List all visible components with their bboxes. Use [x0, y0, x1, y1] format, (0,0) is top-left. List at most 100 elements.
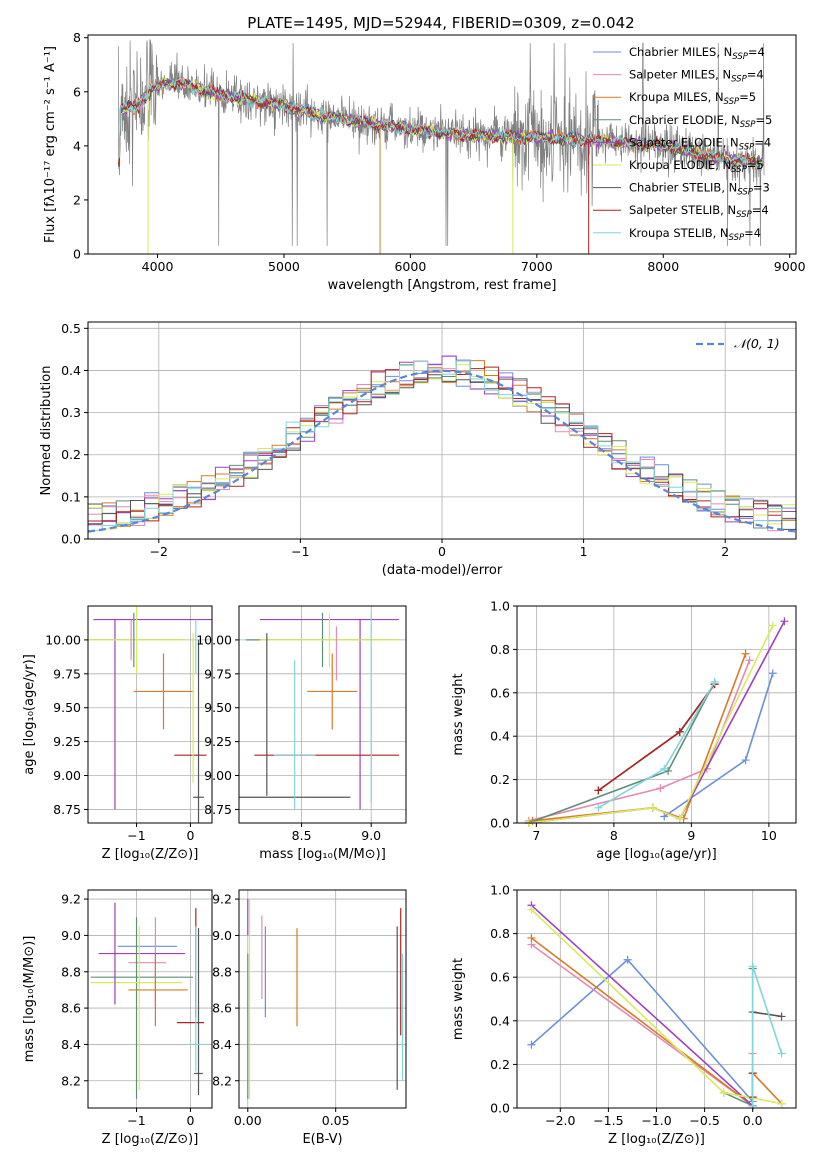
data-point-marker — [780, 617, 789, 626]
y-tick-label: 9.75 — [53, 666, 81, 681]
x-tick-label: 2 — [721, 544, 729, 559]
data-point-marker — [719, 1088, 728, 1097]
x-tick-label: −1.0 — [641, 1113, 671, 1128]
errorbar-area — [239, 612, 400, 810]
y-axis-label: mass weight — [451, 958, 466, 1040]
y-axis-label: age [log₁₀(age/yr)] — [22, 654, 37, 775]
data-point-marker — [675, 727, 684, 736]
y-tick-label: 9.25 — [204, 734, 232, 749]
data-point-marker — [623, 955, 632, 964]
x-tick-label: 7 — [532, 828, 540, 843]
mass-weight-vs-age-panel: 7 8 9 10 0.0 0.2 0.4 0.6 0.8 1.0 age [log₁₀(age/yr… — [451, 599, 797, 862]
data-point-marker — [777, 1049, 786, 1058]
histogram-step — [88, 360, 796, 532]
y-tick-label: 0 — [73, 247, 81, 262]
x-tick-label: 8 — [610, 828, 618, 843]
axes-frame — [516, 605, 797, 824]
axes-frame — [87, 889, 213, 1109]
y-tick-label: 0.5 — [61, 321, 81, 336]
data-point-marker — [741, 756, 750, 765]
legend-entry: Salpeter STELIB, NSSP=4 — [629, 203, 769, 220]
series-line — [751, 966, 783, 1106]
errorbar-area — [90, 902, 204, 1099]
x-tick-label: 0 — [186, 1113, 194, 1128]
spectrum-model-line — [117, 76, 764, 169]
y-tick-label: 1.0 — [490, 599, 510, 614]
data-point-marker — [675, 814, 684, 823]
data-point-marker — [527, 933, 536, 942]
series-line — [528, 660, 751, 822]
x-tick-label: 0 — [438, 544, 446, 559]
data-point-marker — [656, 784, 665, 793]
y-tick-label: 0.0 — [490, 816, 510, 831]
x-tick-label: 0.00 — [234, 1113, 262, 1128]
series-line — [528, 625, 774, 824]
y-tick-label: 1.0 — [490, 883, 510, 898]
x-axis-label: E(B-V) — [302, 1132, 342, 1147]
data-point-marker — [777, 1012, 786, 1021]
errorbar-area — [247, 899, 404, 1099]
legend-entry: Salpeter MILES, NSSP=4 — [629, 68, 764, 85]
y-tick-label: 0.8 — [490, 926, 510, 941]
y-tick-label: 9.25 — [53, 734, 81, 749]
data-point-marker — [660, 764, 669, 773]
x-tick-label: −0.5 — [689, 1113, 719, 1128]
y-tick-label: 9.0 — [212, 928, 232, 943]
mass-weight-vs-Z-panel: −2.0 −1.5 −1.0 −0.5 0.0 0.0 0.2 0.4 0.6 0.8 1.0 Z [… — [451, 883, 797, 1147]
y-tick-label: 0.2 — [61, 447, 81, 462]
x-tick-label: 9 — [687, 828, 695, 843]
y-tick-label: 0.6 — [490, 685, 510, 700]
x-axis-label: wavelength [Angstrom, rest frame] — [328, 278, 557, 293]
y-tick-label: 9.50 — [204, 700, 232, 715]
x-tick-label: 0.0 — [743, 1113, 763, 1128]
x-tick-label: −1 — [127, 828, 145, 843]
axes-frame — [87, 605, 213, 824]
x-axis-label: Z [log₁₀(Z/Z⊙)] — [608, 1132, 705, 1147]
y-tick-label: 8.8 — [61, 964, 81, 979]
y-tick-label: 4 — [73, 138, 81, 153]
data-point-marker — [748, 962, 757, 971]
age-vs-Z-panel: −1 0 8.75 9.00 9.25 9.50 9.75 10.00 Z [log₁₀(Z/Z… — [22, 605, 213, 862]
age-vs-mass-panel: 8.5 9.0 8.75 9.00 9.25 9.50 9.75 10.00 mass [log… — [196, 605, 407, 862]
y-tick-label: 8 — [73, 30, 81, 45]
x-tick-label: 0 — [186, 828, 194, 843]
x-tick-label: 7000 — [521, 259, 553, 274]
residuals-panel: −2 −1 0 1 2 0.0 0.1 0.2 0.3 0.4 0.5 (data-model)/er… — [39, 321, 797, 578]
series-line — [530, 904, 754, 1107]
x-tick-label: 8000 — [647, 259, 679, 274]
x-tick-label: −2.0 — [545, 1113, 575, 1128]
y-tick-label: 0.3 — [61, 405, 81, 420]
x-tick-label: 1 — [580, 544, 588, 559]
x-tick-label: 0.05 — [322, 1113, 350, 1128]
y-tick-label: 9.2 — [212, 892, 232, 907]
x-tick-label: −1 — [291, 544, 309, 559]
y-tick-label: 8.2 — [212, 1073, 232, 1088]
data-point-marker — [527, 1040, 536, 1049]
y-tick-label: 9.2 — [61, 892, 81, 907]
y-tick-label: 8.6 — [61, 1001, 81, 1016]
y-tick-label: 0.6 — [490, 970, 510, 985]
y-tick-label: 10.00 — [196, 632, 232, 647]
figure-title: PLATE=1495, MJD=52944, FIBERID=0309, z=0… — [247, 14, 634, 32]
legend-entry: Kroupa MILES, NSSP=5 — [629, 90, 756, 107]
y-tick-label: 0.4 — [490, 1013, 510, 1028]
y-tick-label: 9.00 — [204, 768, 232, 783]
x-tick-label: 9000 — [774, 259, 806, 274]
y-tick-label: 0.0 — [61, 532, 81, 547]
y-tick-label: 0.2 — [490, 1057, 510, 1072]
y-tick-label: 8.6 — [212, 1001, 232, 1016]
data-point-marker — [768, 621, 777, 630]
errorbar-area — [88, 606, 212, 823]
y-tick-label: 0.0 — [490, 1101, 510, 1116]
x-tick-label: 10 — [761, 828, 777, 843]
x-tick-label: 5000 — [268, 259, 300, 274]
data-point-marker — [768, 669, 777, 678]
x-tick-label: −1.5 — [593, 1113, 623, 1128]
y-tick-label: 10.00 — [45, 632, 81, 647]
data-point-marker — [594, 786, 603, 795]
x-tick-label: −2 — [150, 544, 168, 559]
y-tick-label: 8.8 — [212, 964, 232, 979]
y-axis-label: Flux [fλ10⁻¹⁷ erg cm⁻² s⁻¹ A⁻¹] — [43, 46, 58, 243]
x-axis-label: Z [log₁₀(Z/Z⊙)] — [102, 847, 199, 862]
